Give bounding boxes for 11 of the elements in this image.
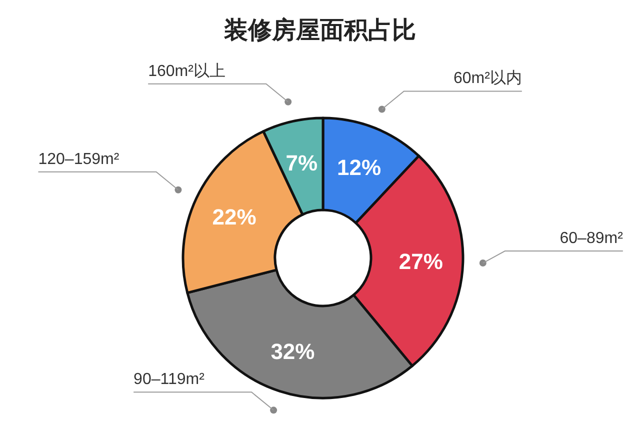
data-label: 7% — [286, 150, 318, 176]
data-label: 22% — [212, 204, 256, 230]
data-label: 12% — [337, 154, 382, 180]
chart-title: 装修房屋面积占比 — [223, 17, 416, 44]
data-label: 32% — [270, 339, 315, 364]
data-label: 27% — [398, 249, 443, 274]
slice-label: 90–119m² — [134, 371, 206, 388]
slice-label: 120–159m² — [38, 150, 120, 168]
slice-label: 160m²以上 — [148, 62, 226, 80]
slice-label: 60–89m² — [560, 230, 624, 248]
slice-label: 60m²以内 — [453, 69, 522, 88]
